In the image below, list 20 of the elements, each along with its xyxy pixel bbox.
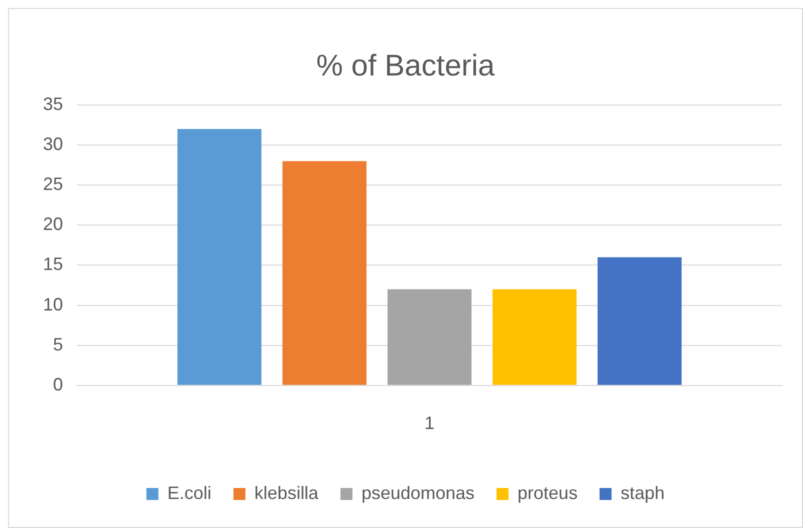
y-tick-label: 30 [42,134,64,154]
y-tick-label: 20 [42,214,64,234]
y-tick-label: 35 [42,94,64,114]
legend-label: proteus [518,482,578,503]
y-tick-label: 0 [53,374,64,394]
y-tick-label: 15 [42,254,64,274]
bar [282,161,366,385]
chart-title: % of Bacteria [316,49,496,82]
y-tick-label: 25 [42,174,64,194]
legend-label: klebsilla [254,482,320,503]
bar [492,289,577,385]
legend-label: E.coli [167,482,212,503]
legend-label: staph [620,482,665,503]
x-tick-label: 1 [424,413,435,434]
legend-label: pseudomonas [361,482,475,503]
bar [177,129,262,385]
y-tick-label: 5 [53,334,64,354]
bar [387,289,472,385]
y-tick-label: 10 [42,294,64,314]
bar [598,257,682,385]
